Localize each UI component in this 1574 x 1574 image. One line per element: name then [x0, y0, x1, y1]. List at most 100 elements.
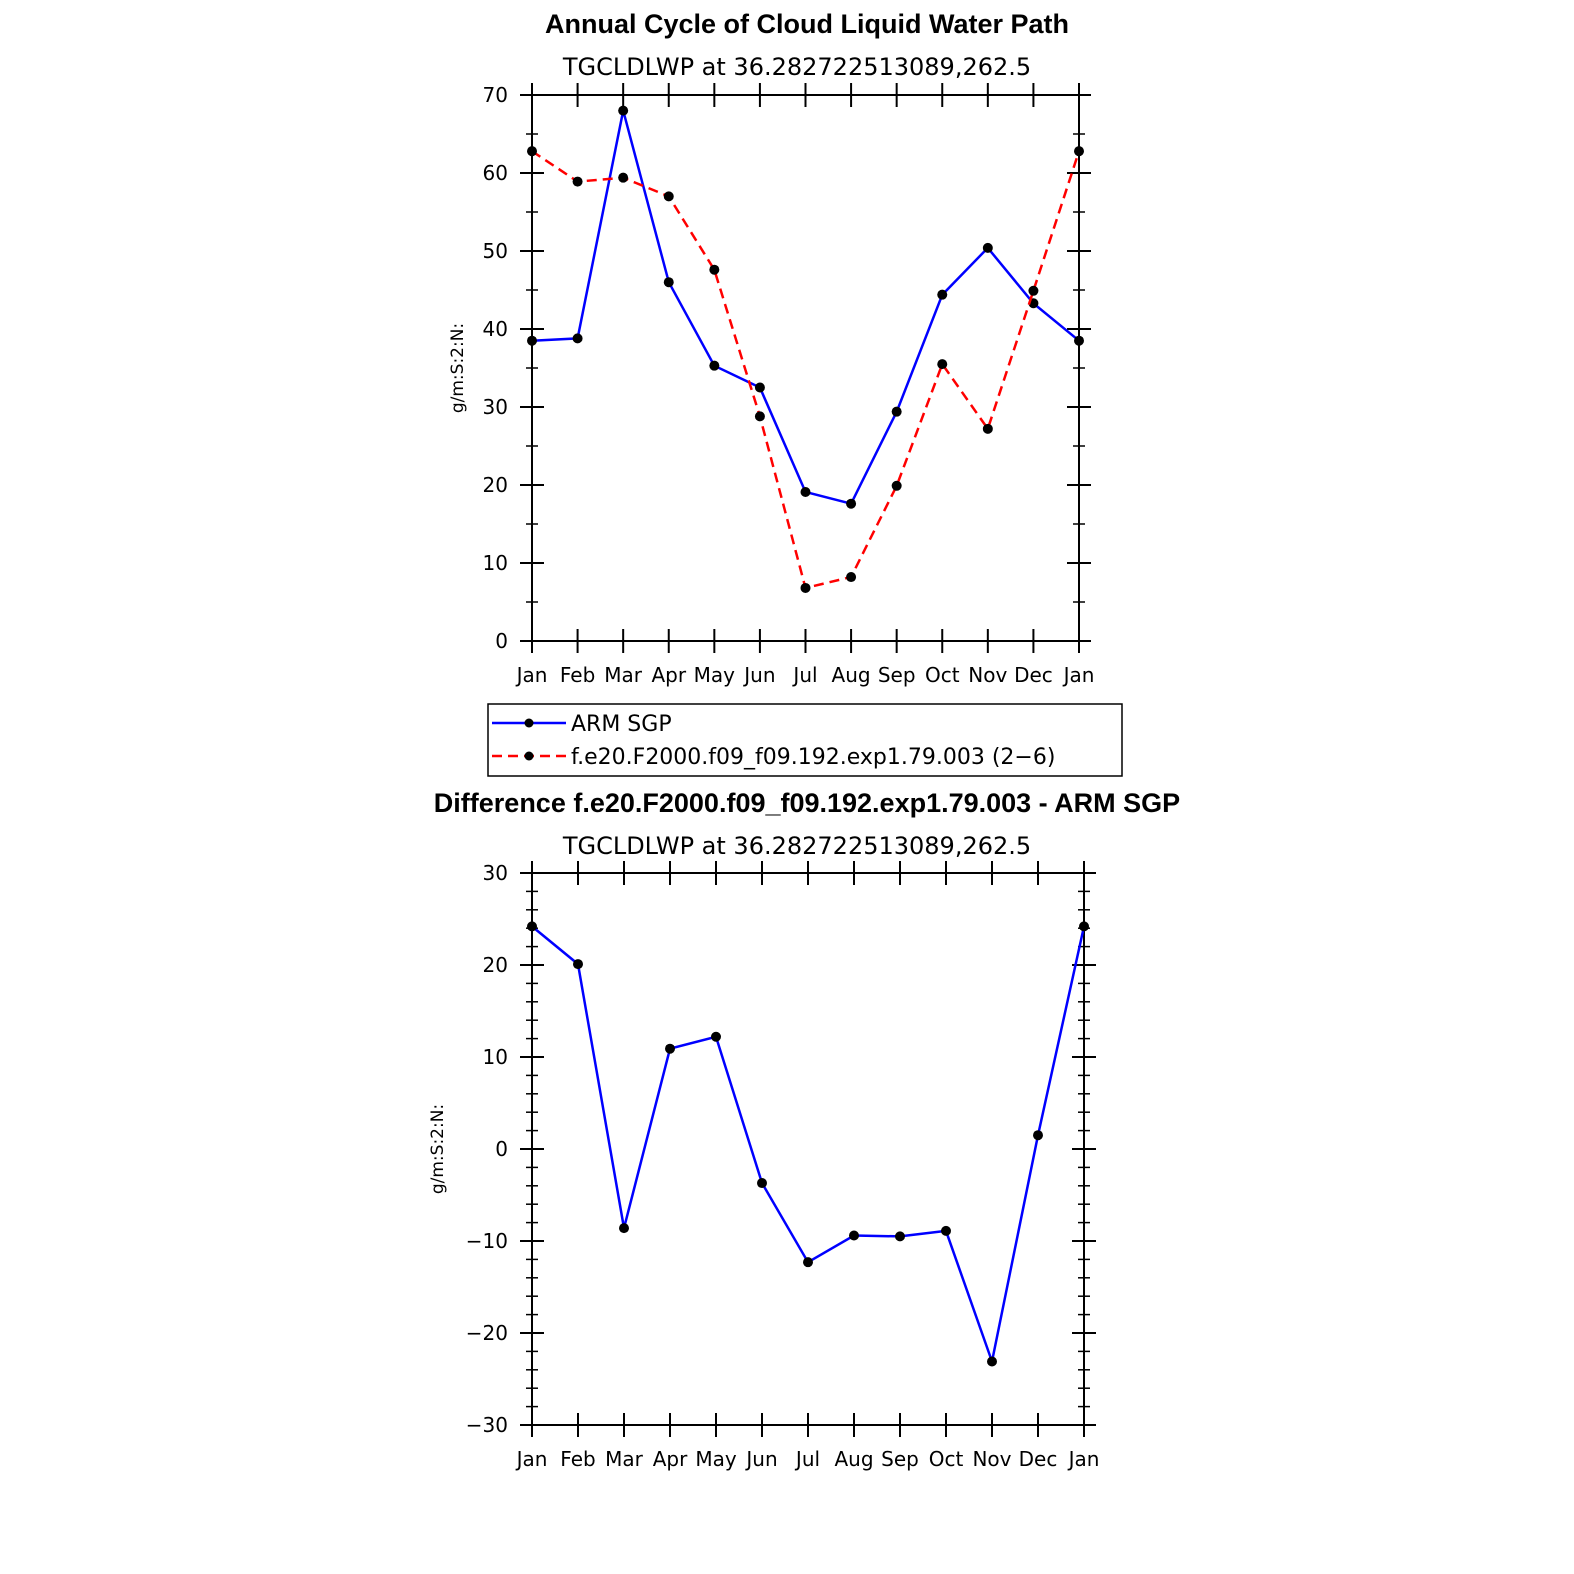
- data-point: [618, 172, 629, 183]
- data-point: [987, 1356, 997, 1367]
- data-point: [891, 480, 902, 491]
- x-tick-label: Mar: [605, 1447, 644, 1471]
- y-tick-label: 70: [483, 83, 508, 107]
- series-line-1: [531, 150, 1081, 590]
- data-point: [572, 333, 583, 344]
- data-point: [982, 242, 993, 253]
- series-layer: [527, 921, 1089, 1367]
- x-tick-label: May: [695, 1447, 737, 1471]
- x-tick-label: Oct: [929, 1447, 964, 1471]
- x-tick-label: Nov: [972, 1447, 1011, 1471]
- legend-box: [487, 703, 1123, 777]
- data-point: [846, 498, 857, 509]
- y-tick-label: −30: [466, 1413, 508, 1437]
- data-point: [757, 1178, 767, 1189]
- x-tick-label: Nov: [968, 663, 1007, 687]
- y-tick-label: 20: [483, 953, 508, 977]
- data-point: [527, 146, 537, 157]
- x-tick-label: Sep: [881, 1447, 919, 1471]
- data-point: [800, 582, 811, 593]
- x-tick-label: Apr: [651, 663, 686, 687]
- x-tick-label: May: [694, 663, 736, 687]
- data-point: [849, 1230, 859, 1241]
- x-tick-label: Aug: [832, 663, 871, 687]
- data-point: [618, 105, 629, 116]
- y-axis-label: g/m:S:2:N:: [428, 1104, 448, 1194]
- x-tick-label: Oct: [925, 663, 960, 687]
- data-point: [1033, 1130, 1043, 1141]
- data-point: [1074, 146, 1084, 157]
- data-point: [572, 176, 583, 187]
- plot-frame: [531, 94, 1080, 642]
- y-tick-label: 30: [483, 395, 508, 419]
- y-tick-label: −20: [466, 1321, 508, 1345]
- x-tick-label: Jan: [515, 1447, 548, 1471]
- data-point: [619, 1223, 629, 1234]
- y-tick-label: 0: [495, 1137, 508, 1161]
- series-line-0: [531, 925, 1086, 1367]
- y-tick-label: 40: [483, 317, 508, 341]
- axis-ticks: Jan Feb Mar Apr May Jun Jul Aug Sep Oct Nov Dec Jan−…: [466, 861, 1100, 1471]
- series-layer: [527, 105, 1084, 593]
- x-tick-label: Jan: [1067, 1447, 1100, 1471]
- data-point: [709, 264, 720, 275]
- data-point: [937, 289, 948, 300]
- data-point: [982, 423, 993, 434]
- data-point: [527, 335, 537, 346]
- y-tick-label: −10: [466, 1229, 508, 1253]
- data-point: [937, 359, 948, 370]
- plot-frame: [531, 872, 1085, 1426]
- x-tick-label: Dec: [1019, 1447, 1058, 1471]
- x-tick-label: Feb: [560, 663, 595, 687]
- series-line-0: [531, 110, 1080, 506]
- y-tick-label: 0: [495, 629, 508, 653]
- chart-title: Annual Cycle of Cloud Liquid Water Path: [545, 9, 1069, 39]
- data-point: [711, 1031, 721, 1042]
- data-point: [891, 406, 902, 417]
- data-point: [1079, 921, 1089, 932]
- x-tick-label: Dec: [1014, 663, 1053, 687]
- y-axis-label: g/m:S:2:N:: [448, 323, 468, 413]
- y-tick-label: 60: [483, 161, 508, 185]
- x-tick-label: Jul: [794, 1447, 820, 1471]
- x-tick-label: Aug: [834, 1447, 873, 1471]
- data-point: [800, 487, 811, 498]
- legend-model-marker: [524, 751, 534, 761]
- data-point: [527, 921, 537, 932]
- difference-chart: Difference f.e20.F2000.f09_f09.192.exp1.…: [428, 788, 1180, 1471]
- x-tick-label: Jan: [515, 663, 548, 687]
- data-point: [895, 1231, 905, 1242]
- y-tick-label: 10: [483, 551, 508, 575]
- x-tick-label: Sep: [878, 663, 916, 687]
- x-tick-label: Jun: [742, 663, 775, 687]
- data-point: [1074, 335, 1084, 346]
- x-tick-label: Apr: [653, 1447, 688, 1471]
- x-tick-label: Feb: [560, 1447, 595, 1471]
- y-tick-label: 50: [483, 239, 508, 263]
- y-tick-label: 10: [483, 1045, 508, 1069]
- data-point: [663, 277, 674, 288]
- data-point: [573, 959, 583, 970]
- data-point: [754, 382, 765, 393]
- data-point: [709, 360, 720, 371]
- legend: ARM SGP f.e20.F2000.f09_f09.192.exp1.79.…: [487, 703, 1123, 777]
- y-tick-label: 20: [483, 473, 508, 497]
- data-point: [846, 572, 857, 583]
- legend-arm-marker: [524, 718, 534, 728]
- x-tick-label: Jan: [1062, 663, 1095, 687]
- axis-ticks: Jan Feb Mar Apr May Jun Jul Aug Sep Oct Nov Dec Jan 0…: [483, 83, 1095, 687]
- data-point: [754, 411, 765, 422]
- data-point: [941, 1225, 951, 1236]
- data-point: [663, 191, 674, 202]
- y-tick-label: 30: [483, 861, 508, 885]
- chart-title: Difference f.e20.F2000.f09_f09.192.exp1.…: [434, 788, 1180, 818]
- legend-arm-label: ARM SGP: [571, 712, 672, 737]
- data-point: [1028, 285, 1039, 296]
- chart-subtitle: TGCLDLWP at 36.282722513089,262.5: [562, 832, 1031, 860]
- annual-cycle-chart: Annual Cycle of Cloud Liquid Water Path …: [448, 9, 1123, 777]
- x-tick-label: Jun: [744, 1447, 777, 1471]
- legend-model-label: f.e20.F2000.f09_f09.192.exp1.79.003 (2−6…: [571, 745, 1055, 770]
- x-tick-label: Mar: [604, 663, 643, 687]
- data-point: [803, 1257, 813, 1268]
